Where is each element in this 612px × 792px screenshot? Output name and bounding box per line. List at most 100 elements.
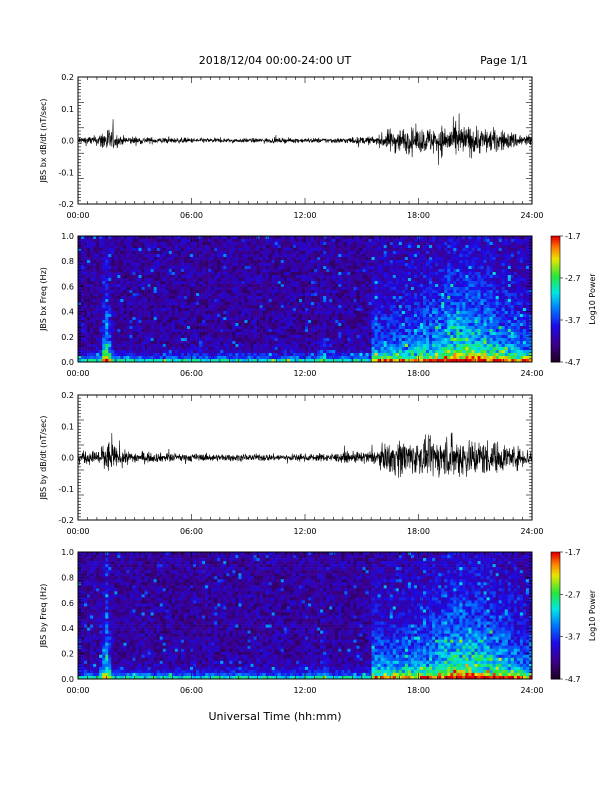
spectrogram-cell [305, 353, 309, 357]
spectrogram-cell [229, 260, 233, 264]
spectrogram-cell [223, 272, 227, 276]
spectrogram-cell [147, 338, 151, 342]
spectrogram-cell [292, 278, 297, 282]
spectrogram-cell [114, 269, 118, 273]
spectrogram-cell [147, 335, 151, 339]
spectrogram-cell [338, 257, 342, 261]
spectrogram-cell [102, 350, 106, 354]
spectrogram-cell [208, 311, 212, 315]
spectrogram-cell [435, 305, 439, 309]
spectrogram-cell [356, 299, 360, 303]
spectrogram-cell [413, 278, 418, 282]
spectrogram-cell [159, 356, 164, 360]
spectrogram-cell [232, 332, 236, 336]
spectrogram-cell [253, 278, 257, 282]
spectrogram-cell [377, 248, 381, 252]
spectrogram-cell [335, 290, 339, 294]
spectrogram-cell [214, 329, 218, 333]
spectrogram-cell [223, 266, 227, 270]
spectrogram-cell [129, 332, 133, 336]
spectrogram-cell [147, 326, 151, 330]
spectrogram-cell [205, 281, 209, 285]
spectrogram-cell [78, 350, 82, 354]
spectrogram-cell [335, 317, 339, 321]
spectrogram-cell [99, 275, 103, 279]
spectrogram-cell [435, 284, 439, 288]
spectrogram-cell [108, 329, 112, 333]
spectrogram-cell [268, 341, 273, 345]
spectrogram-cell [126, 305, 130, 309]
spectrogram-cell [84, 347, 88, 351]
spectrogram-cell [78, 242, 82, 246]
spectrogram-cell [371, 287, 375, 291]
spectrogram-cell [84, 284, 88, 288]
spectrogram-cell [314, 260, 318, 264]
spectrogram-cell [301, 329, 306, 333]
spectrogram-cell [217, 236, 221, 240]
spectrogram-cell [338, 308, 342, 312]
spectrogram-cell [256, 275, 260, 279]
spectrogram-cell [223, 296, 227, 300]
spectrogram-cell [99, 323, 103, 327]
spectrogram-cell [223, 278, 227, 282]
spectrogram-cell [183, 266, 188, 270]
spectrogram-cell [426, 341, 430, 345]
spectrogram-cell [292, 305, 297, 309]
spectrogram-cell [420, 329, 424, 333]
spectrogram-cell [280, 272, 285, 276]
spectrogram-cell [132, 338, 136, 342]
spectrogram-cell [205, 302, 209, 306]
spectrogram-cell [410, 353, 415, 357]
spectrogram-cell [377, 293, 381, 297]
spectrogram-cell [277, 245, 282, 249]
spectrogram-cell [102, 326, 106, 330]
spectrogram-cell [162, 344, 167, 348]
spectrogram-cell [99, 299, 103, 303]
spectrogram-cell [377, 317, 381, 321]
spectrogram-cell [398, 311, 403, 315]
spectrogram-cell [250, 284, 254, 288]
spectrogram-cell [153, 317, 157, 321]
spectrogram-cell [311, 290, 315, 294]
spectrogram-cell [286, 251, 291, 255]
spectrogram-cell [241, 290, 245, 294]
spectrogram-cell [120, 266, 124, 270]
spectrogram-cell [135, 347, 139, 351]
spectrogram-cell [292, 284, 297, 288]
spectrogram-cell [426, 332, 430, 336]
spectrogram-cell [120, 245, 124, 249]
spectrogram-cell [117, 353, 121, 357]
spectrogram-cell [377, 281, 381, 285]
spectrogram-cell [96, 242, 100, 246]
spectrogram-cell [401, 344, 406, 348]
spectrogram-cell [259, 266, 263, 270]
spectrogram-cell [365, 269, 369, 273]
spectrogram-cell [232, 356, 236, 360]
spectrogram-cell [238, 284, 242, 288]
spectrogram-cell [356, 338, 360, 342]
spectrogram-cell [347, 293, 351, 297]
spectrogram-cell [392, 263, 397, 267]
spectrogram-cell [108, 251, 112, 255]
spectrogram-cell [353, 341, 357, 345]
spectrogram-cell [298, 341, 303, 345]
spectrogram-cell [202, 302, 206, 306]
spectrogram-cell [262, 275, 266, 279]
spectrogram-cell [268, 320, 273, 324]
spectrogram-cell [420, 305, 424, 309]
spectrogram-cell [338, 305, 342, 309]
spectrogram-cell [220, 332, 224, 336]
spectrogram-cell [395, 344, 400, 348]
spectrogram-cell [90, 269, 94, 273]
spectrogram-cell [135, 344, 139, 348]
spectrogram-cell [208, 266, 212, 270]
spectrogram-cell [323, 248, 327, 252]
spectrogram-cell [96, 320, 100, 324]
spectrogram-cell [362, 293, 366, 297]
spectrogram-cell [407, 281, 412, 285]
spectrogram-cell [156, 302, 161, 306]
spectrogram-cell [395, 305, 400, 309]
spectrogram-cell [159, 296, 164, 300]
spectrogram-cell [344, 317, 348, 321]
spectrogram-cell [217, 320, 221, 324]
